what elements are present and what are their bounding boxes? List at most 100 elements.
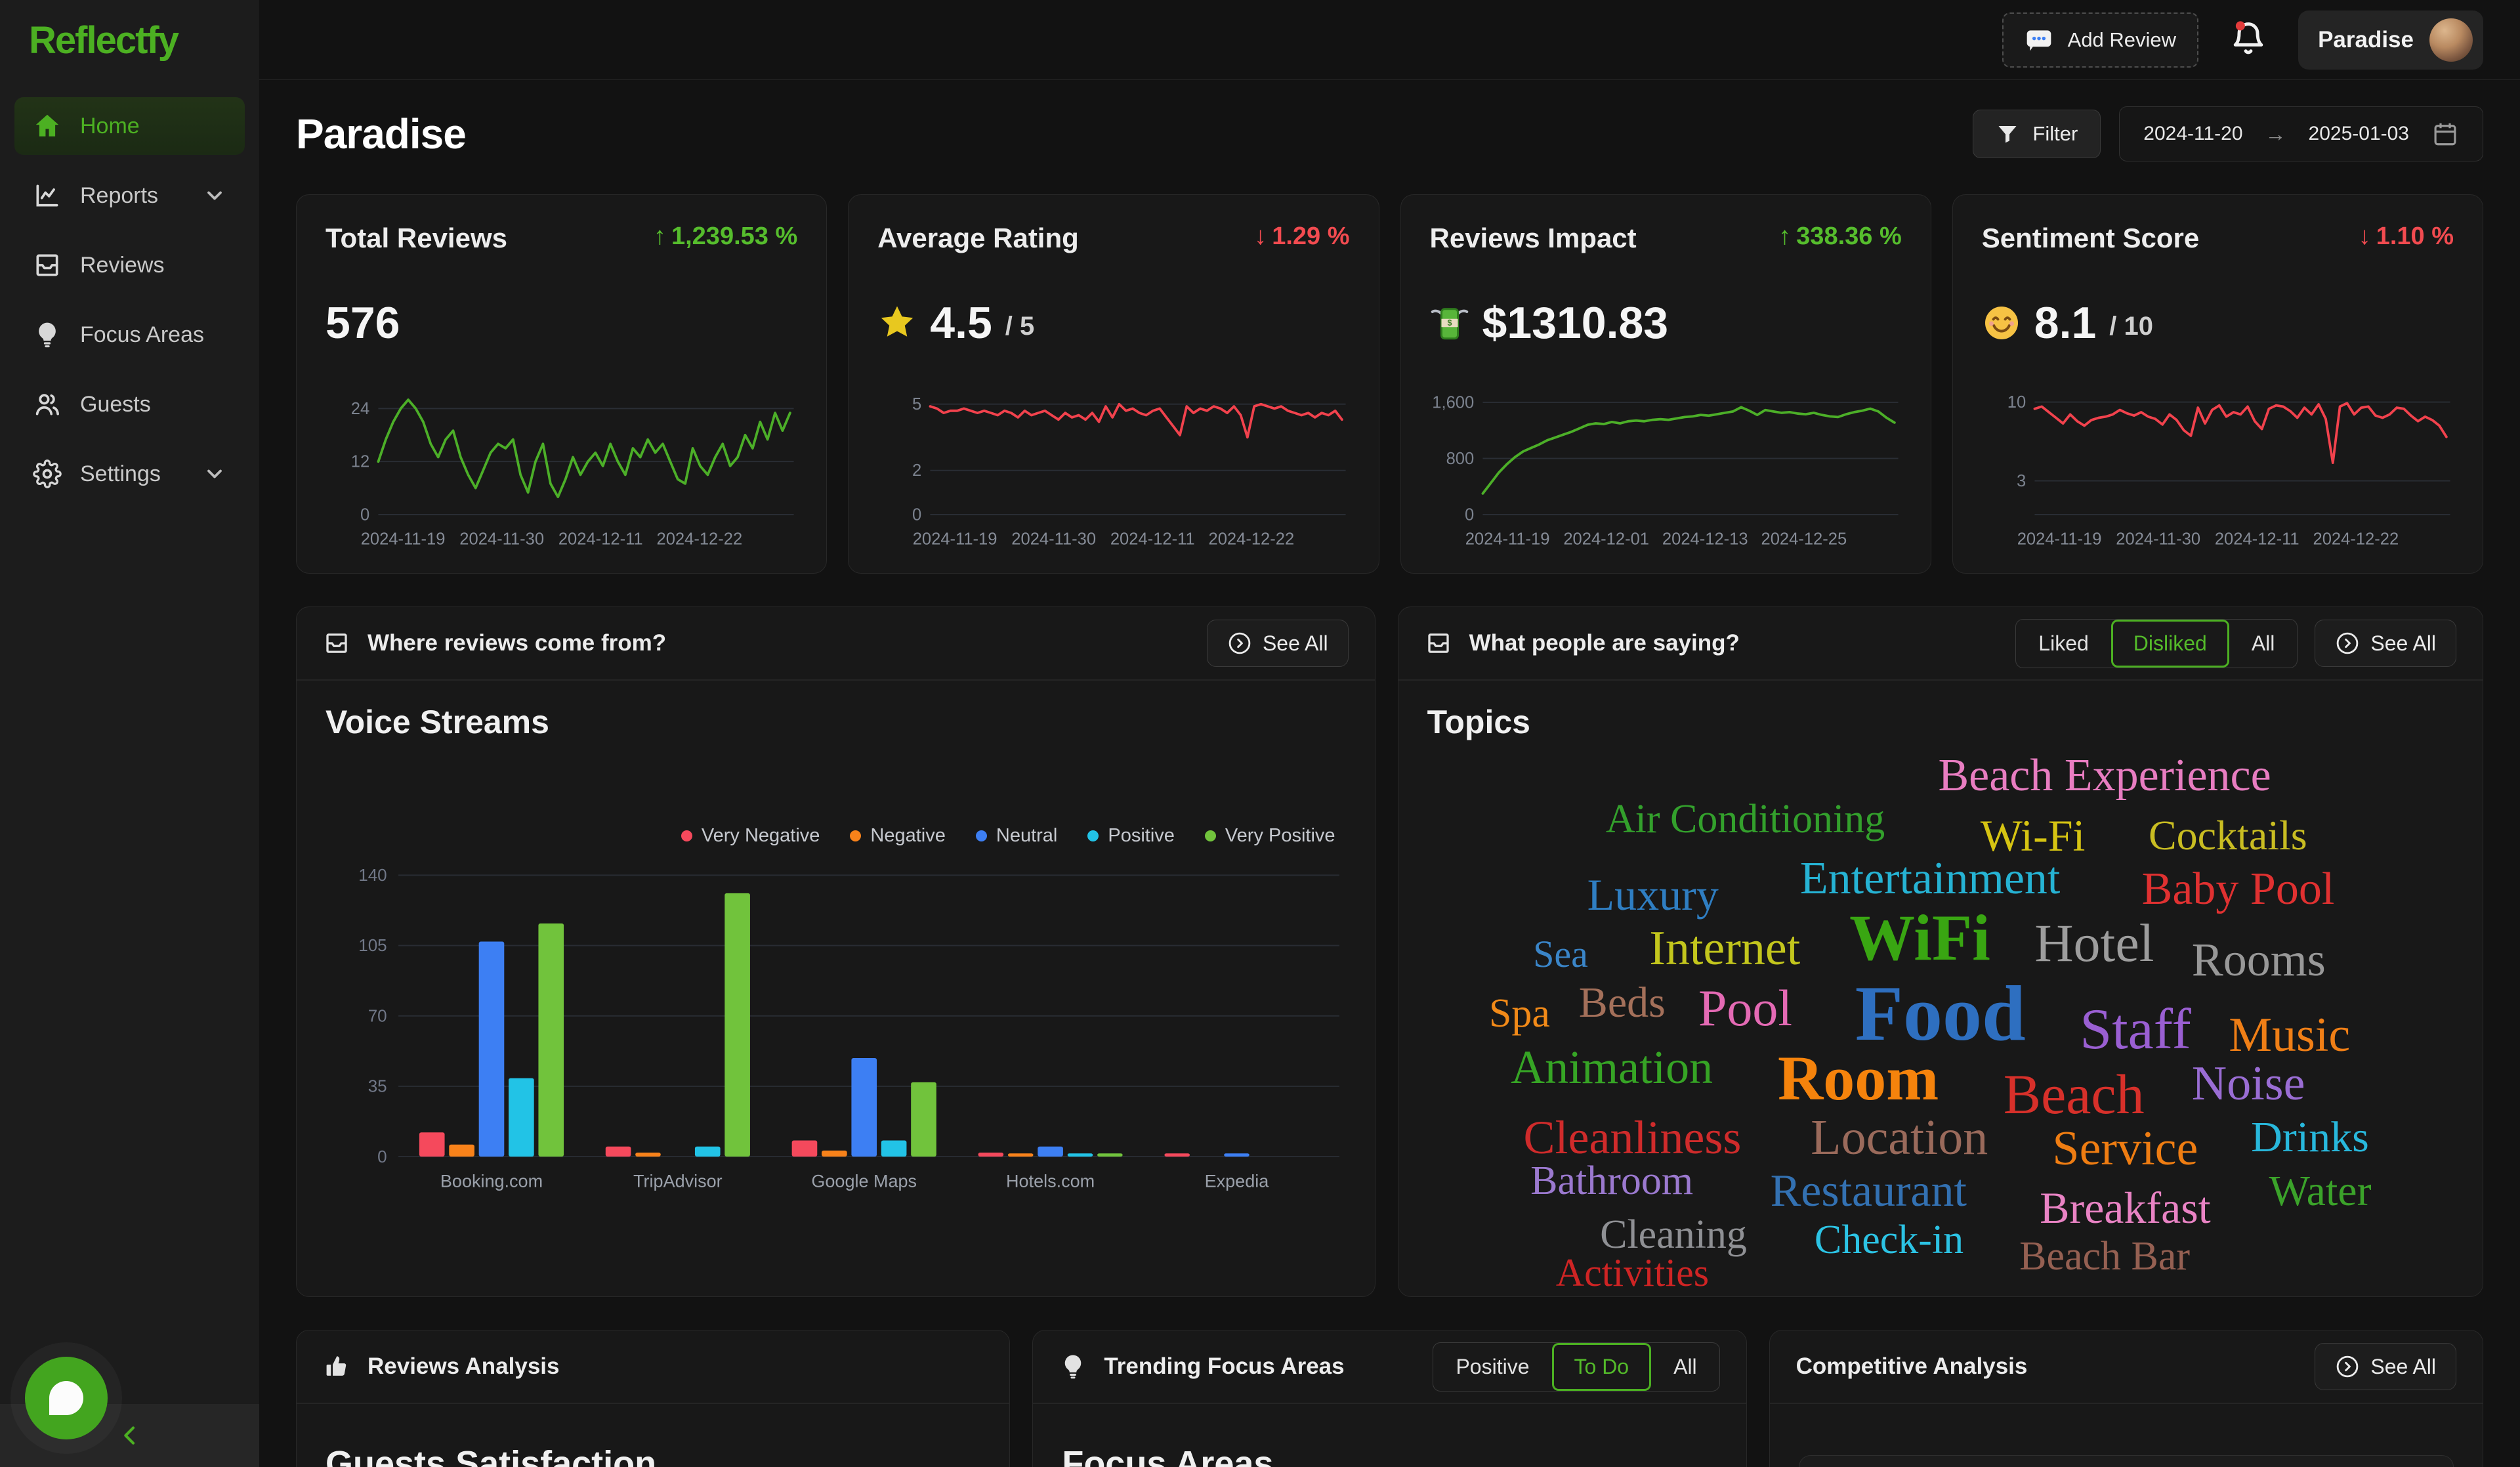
date-range-picker[interactable]: 2024-11-20 → 2025-01-03 bbox=[2119, 106, 2483, 161]
trending-toggle-to-do[interactable]: To Do bbox=[1552, 1343, 1652, 1391]
reviews-icon bbox=[33, 251, 62, 280]
collapse-sidebar-icon[interactable] bbox=[117, 1422, 143, 1449]
topic-word-wifi[interactable]: WiFi bbox=[1849, 901, 1990, 974]
topic-word-cocktails[interactable]: Cocktails bbox=[2148, 811, 2307, 859]
competitor-item[interactable] bbox=[1798, 1455, 2454, 1467]
topic-word-drinks[interactable]: Drinks bbox=[2251, 1113, 2369, 1162]
sidebar-item-reports[interactable]: Reports bbox=[14, 167, 245, 224]
topics-title: Topics bbox=[1427, 704, 1530, 740]
topic-word-water[interactable]: Water bbox=[2269, 1167, 2372, 1216]
sidebar-item-guests[interactable]: Guests bbox=[14, 375, 245, 433]
sidebar-item-settings[interactable]: Settings bbox=[14, 445, 245, 503]
trending-toggle-group: Positive To Do All bbox=[1433, 1342, 1720, 1392]
topics-toggle-liked[interactable]: Liked bbox=[2016, 620, 2110, 668]
svg-text:800: 800 bbox=[1446, 450, 1474, 468]
topic-word-music[interactable]: Music bbox=[2229, 1008, 2351, 1062]
topic-word-activities[interactable]: Activities bbox=[1555, 1250, 1710, 1294]
legend-dot bbox=[1204, 830, 1216, 841]
filter-button[interactable]: Filter bbox=[1973, 110, 2101, 158]
arrow-right-icon: → bbox=[2265, 121, 2286, 146]
topic-word-bathroom[interactable]: Bathroom bbox=[1530, 1158, 1694, 1203]
topic-word-restaurant[interactable]: Restaurant bbox=[1770, 1166, 1967, 1217]
bell-icon bbox=[2230, 20, 2267, 57]
chevron-down-icon bbox=[203, 184, 226, 207]
topic-word-beach-bar[interactable]: Beach Bar bbox=[2019, 1233, 2191, 1279]
svg-text:0: 0 bbox=[360, 506, 369, 524]
topic-word-cleanliness[interactable]: Cleanliness bbox=[1523, 1111, 1742, 1164]
svg-text:2: 2 bbox=[912, 462, 921, 480]
reports-icon bbox=[33, 181, 62, 210]
sidebar-item-focus-areas[interactable]: Focus Areas bbox=[14, 306, 245, 364]
chat-button[interactable] bbox=[25, 1357, 108, 1439]
legend-item-very-positive[interactable]: Very Positive bbox=[1204, 825, 1335, 847]
lightbulb-icon bbox=[1059, 1353, 1087, 1380]
legend-label: Very Positive bbox=[1225, 825, 1335, 846]
svg-text:Expedia: Expedia bbox=[1205, 1171, 1270, 1191]
svg-text:Google Maps: Google Maps bbox=[811, 1171, 917, 1191]
topic-word-cleaning[interactable]: Cleaning bbox=[1600, 1212, 1747, 1258]
topic-word-luxury[interactable]: Luxury bbox=[1587, 870, 1719, 920]
topic-word-rooms[interactable]: Rooms bbox=[2191, 933, 2326, 986]
sidebar-item-label: Settings bbox=[80, 461, 161, 486]
legend-item-positive[interactable]: Positive bbox=[1087, 825, 1175, 847]
guests-satisfaction-title: Guests Satisfaction bbox=[326, 1444, 657, 1467]
svg-text:2024-11-19: 2024-11-19 bbox=[361, 530, 446, 549]
legend-item-very-negative[interactable]: Very Negative bbox=[681, 825, 820, 847]
topic-word-air-conditioning[interactable]: Air Conditioning bbox=[1605, 797, 1885, 842]
kpi-sparkline-chart: 5 2 0 2024-11-19 2024-11-30 2024-12-11 2024-12… bbox=[877, 387, 1349, 553]
competitive-see-all-button[interactable]: See All bbox=[2315, 1343, 2456, 1390]
topic-word-pool[interactable]: Pool bbox=[1698, 979, 1793, 1036]
sidebar-item-reviews[interactable]: Reviews bbox=[14, 236, 245, 294]
voice-streams-header: Where reviews come from? bbox=[368, 630, 667, 656]
tray-icon bbox=[1425, 629, 1452, 657]
topics-toggle-all[interactable]: All bbox=[2229, 620, 2298, 668]
topic-word-beach-experience[interactable]: Beach Experience bbox=[1938, 750, 2271, 801]
topic-word-check-in[interactable]: Check-in bbox=[1814, 1218, 1964, 1263]
topic-word-wi-fi[interactable]: Wi-Fi bbox=[1980, 810, 2086, 861]
kpi-sparkline-chart: 1,600 800 0 2024-11-19 2024-12-01 2024-12-13 2… bbox=[1430, 387, 1902, 553]
logo[interactable]: Reflectfy bbox=[29, 18, 179, 62]
page-title: Paradise bbox=[296, 110, 467, 158]
tray-icon bbox=[323, 629, 350, 657]
kpi-sparkline-chart: 10 3 2024-11-19 2024-11-30 2024-12-11 2024-12… bbox=[1982, 387, 2454, 553]
topic-word-location[interactable]: Location bbox=[1811, 1110, 1988, 1166]
svg-text:2024-12-11: 2024-12-11 bbox=[558, 530, 643, 549]
kpi-value: 8.1 bbox=[2034, 298, 2097, 348]
topic-word-staff[interactable]: Staff bbox=[2080, 997, 2191, 1061]
add-review-button[interactable]: Add Review bbox=[2002, 12, 2199, 68]
topic-word-animation[interactable]: Animation bbox=[1511, 1041, 1713, 1094]
topic-word-entertainment[interactable]: Entertainment bbox=[1799, 853, 2061, 904]
topic-word-baby-pool[interactable]: Baby Pool bbox=[2141, 863, 2335, 914]
voice-streams-card: Where reviews come from? See All Voice S… bbox=[296, 606, 1376, 1297]
kpi-title: Sentiment Score bbox=[1981, 223, 2200, 253]
topics-toggle-disliked[interactable]: Disliked bbox=[2111, 620, 2229, 668]
topic-word-hotel[interactable]: Hotel bbox=[2034, 913, 2154, 973]
voice-streams-bar-chart: 0 35 70 105 140 Booking.com TripAdvisor Google … bbox=[326, 864, 1346, 1209]
voice-see-all-button[interactable]: See All bbox=[1206, 620, 1349, 667]
topic-word-room[interactable]: Room bbox=[1777, 1042, 1939, 1113]
svg-text:5: 5 bbox=[912, 396, 921, 414]
topic-word-breakfast[interactable]: Breakfast bbox=[2040, 1182, 2211, 1233]
user-menu[interactable]: Paradise bbox=[2298, 10, 2483, 70]
svg-text:3: 3 bbox=[2017, 472, 2026, 490]
kpi-title: Total Reviews bbox=[326, 223, 507, 253]
trending-toggle-positive[interactable]: Positive bbox=[1433, 1343, 1551, 1391]
svg-text:140: 140 bbox=[358, 865, 387, 885]
legend-item-neutral[interactable]: Neutral bbox=[975, 825, 1057, 847]
topic-word-internet[interactable]: Internet bbox=[1649, 922, 1801, 976]
topic-word-beach[interactable]: Beach bbox=[2003, 1063, 2145, 1126]
trending-toggle-all[interactable]: All bbox=[1651, 1343, 1719, 1391]
arrow-up-icon: ↑ bbox=[653, 223, 666, 250]
topic-word-food[interactable]: Food bbox=[1855, 969, 2026, 1057]
topic-word-service[interactable]: Service bbox=[2052, 1121, 2198, 1176]
kpi-value: 576 bbox=[326, 298, 400, 348]
sidebar-item-home[interactable]: Home bbox=[14, 97, 245, 155]
legend-item-negative[interactable]: Negative bbox=[850, 825, 946, 847]
notifications-button[interactable] bbox=[2230, 20, 2267, 59]
topics-see-all-button[interactable]: See All bbox=[2315, 620, 2456, 667]
topic-word-noise[interactable]: Noise bbox=[2191, 1056, 2305, 1111]
kpi-delta: ↓ 1.29 % bbox=[1254, 223, 1350, 250]
topic-word-beds[interactable]: Beds bbox=[1578, 978, 1666, 1027]
topic-word-spa[interactable]: Spa bbox=[1488, 991, 1550, 1036]
topic-word-sea[interactable]: Sea bbox=[1533, 932, 1588, 975]
